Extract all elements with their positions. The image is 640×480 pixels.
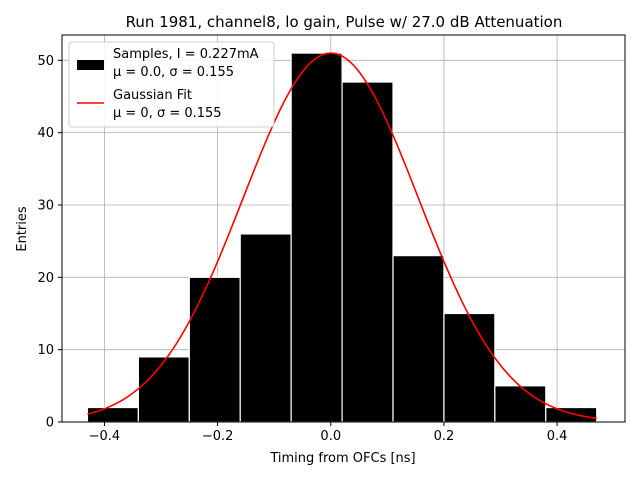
x-axis-label: Timing from OFCs [ns] (269, 451, 415, 466)
x-tick-label: 0.4 (547, 429, 568, 444)
y-axis-ticks: 0 10 20 30 40 50 (37, 54, 62, 431)
legend-fit-label: Gaussian Fit (113, 88, 192, 103)
x-tick-label: −0.2 (202, 429, 234, 444)
histogram-bar (86, 406, 139, 423)
y-tick-label: 10 (37, 343, 54, 358)
histogram-bar (545, 406, 598, 423)
y-tick-label: 30 (37, 198, 54, 213)
y-axis-label: Entries (15, 206, 30, 252)
y-tick-label: 0 (46, 416, 54, 431)
histogram-bar (137, 356, 190, 423)
legend-histogram-swatch (77, 60, 104, 70)
chart-title: Run 1981, channel8, lo gain, Pulse w/ 27… (126, 13, 563, 31)
y-tick-label: 20 (37, 271, 54, 286)
x-tick-label: −0.4 (89, 429, 121, 444)
plot-frame (61, 34, 626, 423)
legend: Samples, I = 0.227mA μ = 0.0, σ = 0.155 … (68, 41, 275, 128)
histogram-bar (392, 255, 445, 423)
histogram-bar (494, 385, 547, 423)
histogram-bar (188, 276, 241, 423)
x-axis-ticks: −0.4 −0.2 0.0 0.2 0.4 (89, 422, 568, 444)
x-tick-label: 0.2 (434, 429, 455, 444)
legend-fit-stats: μ = 0, σ = 0.155 (113, 106, 222, 121)
y-tick-label: 40 (37, 126, 54, 141)
y-tick-label: 50 (37, 54, 54, 69)
histogram-bar (290, 52, 343, 423)
x-tick-label: 0.0 (320, 429, 341, 444)
histogram-bar (341, 81, 394, 423)
gaussian-fit-layer (87, 52, 597, 420)
legend-histogram-label: Samples, I = 0.227mA (113, 47, 259, 62)
histogram-bar (239, 233, 292, 423)
legend-box (68, 41, 275, 128)
legend-histogram-stats: μ = 0.0, σ = 0.155 (113, 65, 234, 80)
histogram-bar (443, 312, 496, 423)
gaussian-fit-curve (87, 52, 597, 420)
histogram-bars (86, 52, 598, 423)
